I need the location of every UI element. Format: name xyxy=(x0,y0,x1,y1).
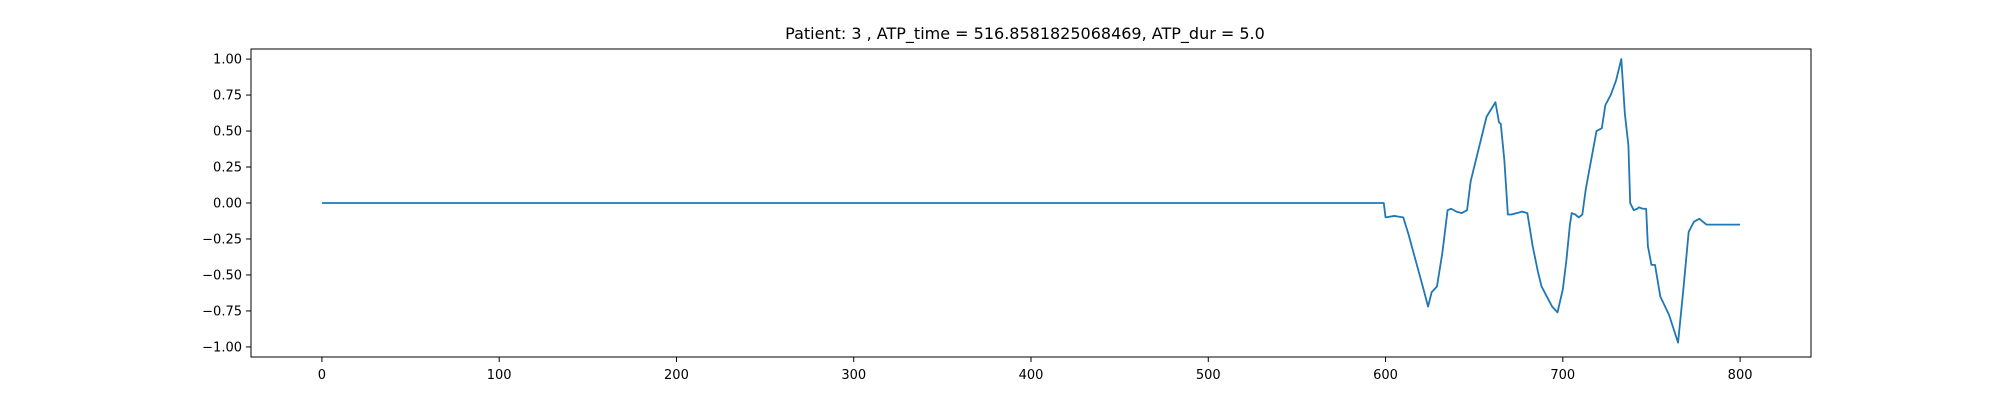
y-axis: 1.00 0.75 0.50 0.25 0.00 −0.25 −0.50 −0.75 −1.00 xyxy=(202,53,251,355)
y-tick-label: −0.25 xyxy=(202,232,242,247)
x-tick-label: 400 xyxy=(1019,368,1044,383)
x-tick-label: 100 xyxy=(487,368,512,383)
x-axis: 0 100 200 300 400 500 600 700 800 xyxy=(318,357,1753,383)
x-tick-label: 700 xyxy=(1550,368,1575,383)
chart-title: Patient: 3 , ATP_time = 516.858182506846… xyxy=(785,24,1265,44)
x-tick-label: 0 xyxy=(318,368,326,383)
y-tick-label: −0.75 xyxy=(202,304,242,319)
y-tick-label: −1.00 xyxy=(202,340,242,355)
x-tick-label: 500 xyxy=(1196,368,1221,383)
x-tick-label: 300 xyxy=(841,368,866,383)
y-tick-label: 0.00 xyxy=(213,197,242,212)
plot-area-frame xyxy=(250,48,1812,358)
x-tick-label: 600 xyxy=(1373,368,1398,383)
y-tick-label: −0.50 xyxy=(202,268,242,283)
x-tick-label: 800 xyxy=(1728,368,1753,383)
x-tick-label: 200 xyxy=(664,368,689,383)
y-tick-label: 0.50 xyxy=(213,125,242,140)
y-tick-label: 0.25 xyxy=(213,161,242,176)
series-line xyxy=(321,58,1741,344)
y-tick-label: 1.00 xyxy=(213,53,242,68)
y-tick-label: 0.75 xyxy=(213,89,242,104)
